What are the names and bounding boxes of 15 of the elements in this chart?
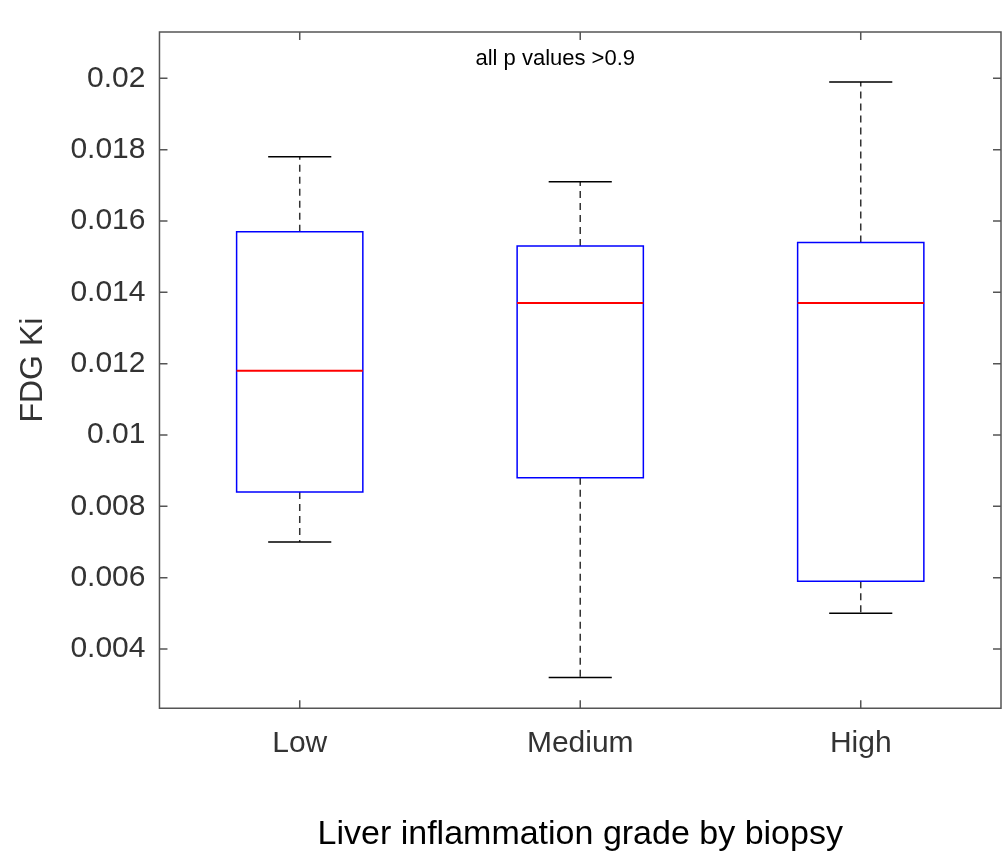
y-tick-label: 0.016: [70, 202, 146, 236]
y-tick-label: 0.004: [70, 630, 146, 664]
annotation: all p values >0.9: [475, 45, 636, 71]
x-tick-label: Medium: [526, 725, 634, 759]
y-tick-label: 0.014: [70, 273, 146, 307]
x-axis-title: Liver inflammation grade by biopsy: [317, 812, 843, 851]
y-tick-label: 0.006: [70, 558, 146, 592]
y-axis-title: FDG Ki: [13, 317, 50, 423]
y-tick-label: 0.018: [70, 130, 146, 164]
y-tick-label: 0.012: [70, 344, 146, 378]
y-tick-label: 0.008: [70, 487, 146, 521]
x-tick-label: High: [829, 725, 892, 759]
y-tick-label: 0.02: [87, 59, 146, 93]
x-tick-label: Low: [272, 725, 328, 759]
y-tick-label: 0.01: [87, 416, 146, 450]
